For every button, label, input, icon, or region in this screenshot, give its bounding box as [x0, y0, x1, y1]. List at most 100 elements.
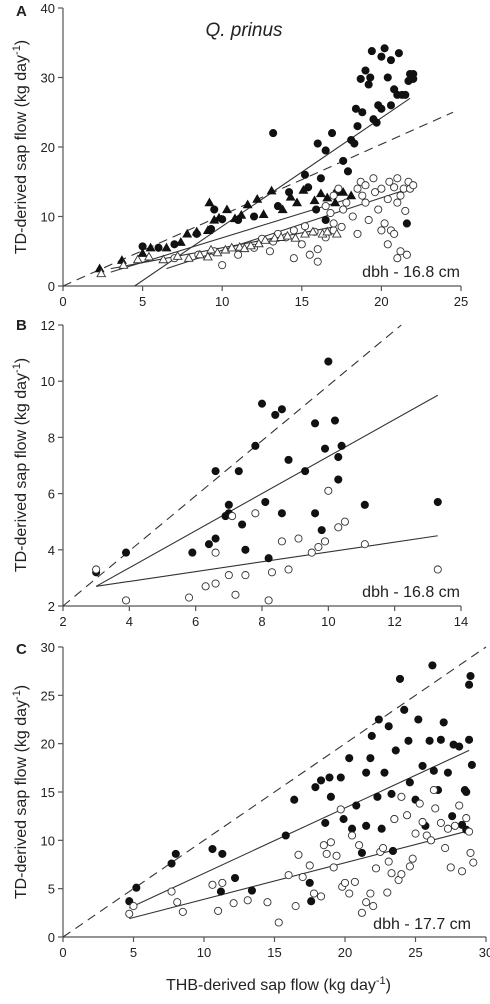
dbh-annotation: dbh - 17.7 cm — [373, 916, 471, 933]
x-tick-label: 8 — [258, 614, 265, 629]
open-point-25 — [350, 877, 359, 886]
open-point-59 — [393, 254, 402, 263]
open-point-64 — [316, 892, 326, 901]
open-point-26 — [355, 841, 364, 850]
open-point-22 — [360, 540, 369, 549]
open-point-7 — [218, 878, 227, 887]
open-point-60 — [397, 870, 406, 879]
filled-point-32 — [384, 722, 393, 731]
open-triangle-5 — [172, 251, 183, 260]
one-to-one-line-0 — [62, 646, 487, 938]
open-point-12 — [284, 871, 293, 880]
open-point-30 — [380, 219, 389, 228]
open-point-49 — [436, 818, 445, 827]
filled-triangle-8 — [202, 225, 213, 235]
one-to-one-line-0 — [62, 324, 402, 607]
open-point-18 — [320, 537, 330, 546]
filled-point-39 — [404, 736, 413, 745]
open-point-10 — [313, 257, 322, 266]
open-point-41 — [408, 854, 417, 863]
open-point-46 — [426, 836, 436, 845]
filled-point-58 — [465, 735, 474, 744]
open-point-8 — [231, 590, 240, 599]
open-point-6 — [224, 571, 233, 580]
y-tick-label: 12 — [41, 318, 55, 333]
filled-point-5 — [211, 467, 220, 476]
open-point-9 — [241, 571, 250, 580]
y-tick-label: 20 — [41, 737, 55, 752]
filled-point-5 — [210, 205, 219, 214]
filled-point-9 — [234, 467, 243, 476]
filled-point-15 — [264, 554, 273, 563]
filled-point-27 — [334, 475, 343, 484]
dbh-annotation: dbh - 16.8 cm — [362, 264, 460, 281]
open-point-57 — [334, 184, 343, 193]
filled-point-61 — [467, 760, 476, 769]
species-title: Q. prinus — [205, 20, 283, 41]
open-point-38 — [397, 792, 406, 801]
open-point-3 — [218, 261, 227, 270]
y-tick-label: 10 — [41, 833, 55, 848]
open-point-39 — [401, 206, 410, 215]
filled-point-16 — [325, 773, 334, 782]
open-point-55 — [457, 867, 467, 876]
open-point-65 — [309, 889, 319, 898]
open-point-8 — [297, 240, 306, 249]
open-point-27 — [374, 205, 383, 214]
filled-point-26 — [330, 416, 340, 425]
open-point-15 — [294, 534, 303, 543]
filled-triangle-28 — [346, 190, 357, 200]
filled-point-37 — [383, 73, 392, 82]
filled-point-59 — [465, 680, 474, 689]
open-point-63 — [336, 805, 345, 814]
open-point-24 — [364, 215, 373, 225]
filled-point-3 — [204, 540, 213, 549]
open-point-28 — [362, 898, 371, 907]
open-triangle-3 — [143, 251, 154, 261]
y-tick-label: 30 — [41, 71, 55, 86]
filled-triangle-27 — [338, 187, 349, 196]
open-point-19 — [353, 184, 362, 193]
regression-line-4 — [110, 226, 334, 270]
open-point-16 — [305, 861, 314, 870]
filled-point-23 — [353, 122, 362, 131]
filled-triangle-26 — [330, 197, 341, 207]
filled-point-33 — [387, 789, 396, 798]
filled-point-32 — [372, 118, 381, 127]
open-triangle-20 — [282, 230, 293, 240]
filled-triangle-1 — [116, 255, 127, 264]
open-point-31 — [383, 195, 392, 204]
open-point-22 — [361, 181, 370, 190]
open-point-58 — [469, 858, 478, 867]
filled-point-57 — [462, 787, 471, 797]
filled-triangle-17 — [258, 209, 269, 219]
open-triangle-2 — [132, 254, 143, 264]
open-point-13 — [277, 537, 286, 546]
open-point-43 — [415, 799, 424, 808]
filled-point-40 — [386, 101, 396, 110]
y-tick-label: 4 — [48, 543, 55, 558]
filled-point-1 — [121, 548, 131, 557]
open-point-16 — [339, 205, 348, 214]
filled-point-21 — [347, 824, 357, 833]
open-point-12 — [267, 568, 277, 577]
x-axis-label: THB-derived sap flow (kg day-1) — [166, 975, 391, 994]
filled-triangle-19 — [277, 204, 288, 214]
x-tick-label: 30 — [479, 945, 490, 960]
filled-point-14 — [261, 497, 270, 507]
filled-triangle-16 — [252, 194, 263, 203]
filled-point-22 — [350, 139, 359, 148]
filled-point-34 — [377, 104, 386, 113]
panel-letter: A — [16, 3, 27, 20]
filled-point-19 — [339, 156, 348, 165]
open-point-13 — [291, 902, 300, 911]
panel-letter: C — [16, 641, 27, 658]
filled-point-1 — [132, 883, 141, 892]
filled-point-17 — [277, 405, 286, 414]
open-point-30 — [371, 864, 381, 873]
filled-point-17 — [327, 129, 337, 138]
open-point-48 — [431, 804, 440, 813]
filled-point-25 — [358, 108, 367, 117]
filled-point-49 — [402, 219, 411, 228]
